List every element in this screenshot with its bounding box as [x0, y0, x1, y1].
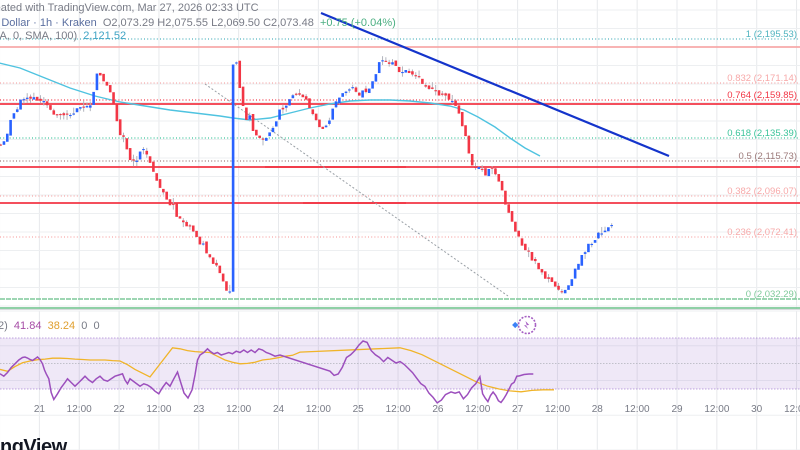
svg-text:12:00: 12:00 [704, 404, 729, 415]
svg-text:21: 21 [34, 404, 46, 415]
svg-text:0.618 (2,135.39): 0.618 (2,135.39) [727, 128, 797, 139]
svg-text:0.832 (2,171.14): 0.832 (2,171.14) [727, 73, 797, 84]
svg-text:12:00: 12:00 [67, 404, 92, 415]
svg-text:1 (2,195.53): 1 (2,195.53) [746, 29, 797, 40]
svg-text:12:00: 12:00 [306, 404, 331, 415]
svg-text:12:00: 12:00 [226, 404, 251, 415]
svg-text:24: 24 [273, 404, 285, 415]
svg-text:25: 25 [353, 404, 365, 415]
svg-text:22: 22 [114, 404, 126, 415]
svg-text:12:00: 12:00 [386, 404, 411, 415]
svg-text:12:00: 12:00 [545, 404, 570, 415]
svg-text:29: 29 [671, 404, 683, 415]
svg-text:28: 28 [592, 404, 604, 415]
svg-text:27: 27 [512, 404, 524, 415]
svg-text:0.5 (2,115.73): 0.5 (2,115.73) [739, 151, 797, 162]
svg-text:0.236 (2,072.41): 0.236 (2,072.41) [727, 227, 797, 238]
svg-text:12:00: 12:00 [784, 404, 800, 415]
svg-text:23: 23 [193, 404, 205, 415]
svg-text:30: 30 [751, 404, 763, 415]
svg-text:0.764 (2,159.85): 0.764 (2,159.85) [727, 90, 797, 101]
svg-text:0 (2,032.29): 0 (2,032.29) [746, 289, 797, 300]
svg-text:26: 26 [432, 404, 444, 415]
svg-text:0.382 (2,096.07): 0.382 (2,096.07) [727, 186, 797, 197]
svg-text:12:00: 12:00 [625, 404, 650, 415]
svg-text:12:00: 12:00 [465, 404, 490, 415]
svg-text:12:00: 12:00 [146, 404, 171, 415]
